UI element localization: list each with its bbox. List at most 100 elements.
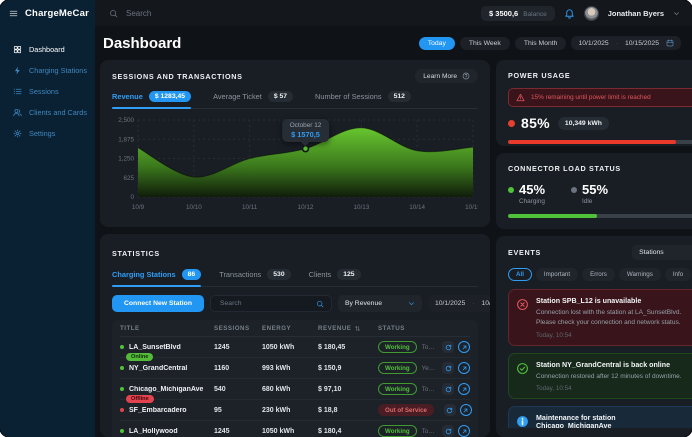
statistics-tabs: Charging Stations 86 Transactions 530 Cl…	[112, 269, 478, 287]
station-energy: 1050 kWh	[262, 343, 295, 351]
events-title: EVENTS	[508, 248, 541, 257]
station-status-badge: Working	[378, 362, 417, 374]
topbar-right: $ 3500,6 Balance Jonathan Byers	[481, 0, 692, 26]
charging-percent: 45%	[519, 182, 546, 197]
page-title: Dashboard	[103, 34, 182, 52]
tab-transactions[interactable]: Transactions 530	[219, 269, 291, 286]
station-connectivity-tag: Offline	[126, 395, 154, 403]
table-row[interactable]: Offline SF_Embarcadero 95 230 kWh $ 18,8…	[120, 395, 472, 421]
tab-clients[interactable]: Clients 125	[309, 269, 361, 286]
station-energy: 993 kWh	[262, 364, 291, 372]
chevron-down-icon	[408, 300, 415, 307]
svg-text:1,250: 1,250	[118, 156, 134, 163]
tooltip-value: $ 1570,5	[291, 129, 320, 139]
events-scope-select[interactable]: Stations	[632, 245, 692, 260]
station-sessions: 95	[214, 406, 222, 414]
tab-average-ticket[interactable]: Average Ticket $ 57	[213, 91, 294, 108]
svg-text:10/9: 10/9	[132, 204, 145, 211]
user-menu-chevron-icon[interactable]	[673, 10, 680, 17]
range-pill-this-month[interactable]: This Month	[514, 36, 567, 50]
tab-charging-stations[interactable]: Charging Stations 86	[112, 269, 202, 287]
event-filter-warnings[interactable]: Warnings	[618, 268, 661, 281]
station-sessions: 1245	[214, 427, 230, 435]
range-pill-today[interactable]: Today	[418, 36, 455, 50]
date-range-controls: Today This Week This Month 10/1/2025 · 10/…	[418, 36, 681, 50]
table-row[interactable]: LA_Hollywood 1245 1050 kWh $ 180,4 Worki…	[120, 421, 470, 437]
sessions-transactions-panel: SESSIONS AND TRANSACTIONS Learn More Rev…	[100, 60, 490, 227]
station-updated-time: Today, 7:47 AM	[421, 427, 437, 435]
sidebar-item-dashboard[interactable]: Dashboard	[0, 39, 95, 60]
tab-count-badge: 512	[387, 91, 411, 102]
station-updated-time: Today, 7:47 AM	[421, 343, 437, 351]
event-filter-all[interactable]: All	[508, 268, 532, 281]
open-station-button[interactable]	[458, 362, 470, 374]
check-circle-icon	[516, 362, 529, 375]
tab-count-badge: $ 57	[267, 91, 294, 102]
idle-percent: 55%	[582, 182, 609, 197]
svg-text:1,875: 1,875	[118, 136, 134, 143]
event-card-info[interactable]: Maintenance for station Chicago_Michigan…	[508, 406, 692, 428]
sidebar-item-settings[interactable]: Settings	[0, 123, 95, 144]
table-row[interactable]: Online NY_GrandCentral 1160 993 kWh $ 15…	[120, 353, 470, 379]
power-limit-warning: 15% remaining until power limit is reach…	[508, 88, 692, 107]
station-connectivity-tag: Online	[126, 353, 154, 361]
station-status-dot	[120, 366, 124, 370]
sort-by-select[interactable]: By Revenue	[337, 295, 422, 312]
sidebar-item-sessions[interactable]: Sessions	[0, 81, 95, 102]
open-station-button[interactable]	[458, 341, 470, 353]
station-title: LA_Hollywood	[129, 427, 178, 435]
open-station-button[interactable]	[458, 425, 470, 437]
user-name[interactable]: Jonathan Byers	[607, 8, 664, 18]
search-icon[interactable]	[316, 300, 324, 308]
table-row[interactable]: LA_SunsetBlvd 1245 1050 kWh $ 180,45 Wor…	[120, 337, 470, 358]
event-title: Maintenance for station Chicago_Michigan…	[536, 414, 616, 428]
global-search-input[interactable]	[124, 7, 344, 19]
event-body: Connection restored after 12 minutes of …	[536, 372, 682, 380]
table-row[interactable]: Chicago_MichiganAve 540 680 kWh $ 97,10 …	[120, 379, 470, 400]
connect-new-station-button[interactable]: Connect New Station	[112, 295, 204, 312]
menu-icon[interactable]	[9, 9, 18, 18]
clients-icon	[13, 108, 22, 117]
balance-pill[interactable]: $ 3500,6 Balance	[481, 5, 555, 21]
station-title: Chicago_MichiganAve	[129, 385, 204, 393]
col-revenue: REVENUE	[318, 325, 378, 332]
notifications-bell-icon[interactable]	[564, 8, 575, 19]
station-revenue: $ 180,45	[318, 343, 346, 351]
station-status-dot	[120, 408, 124, 412]
station-status-dot	[120, 387, 124, 391]
sort-icon[interactable]	[354, 325, 361, 332]
refresh-station-button[interactable]	[442, 341, 454, 353]
stations-table: TITLE SESSIONS ENERGY REVENUE STATUS LA_…	[112, 320, 478, 437]
event-filter-errors[interactable]: Errors	[582, 268, 615, 281]
open-station-button[interactable]	[459, 404, 472, 416]
header-date-range-picker[interactable]: 10/1/2025 · 10/15/2025	[571, 36, 681, 50]
station-revenue: $ 97,10	[318, 385, 342, 393]
refresh-station-button[interactable]	[442, 362, 454, 374]
event-card-error[interactable]: Station SPB_L12 is unavailable Connectio…	[508, 289, 692, 346]
refresh-station-button[interactable]	[442, 383, 454, 395]
sidebar-item-charging-stations[interactable]: Charging Stations	[0, 60, 95, 81]
power-usage-title: POWER USAGE	[508, 70, 571, 80]
tab-revenue[interactable]: Revenue $ 1283,45	[112, 91, 192, 109]
topbar-search-area	[95, 0, 481, 26]
station-sessions: 1160	[214, 364, 230, 372]
statistics-date-range-picker[interactable]: 10/1/2025 · 10/15/2025	[427, 295, 490, 312]
refresh-station-button[interactable]	[443, 404, 456, 416]
station-sessions: 1245	[214, 343, 230, 351]
open-station-button[interactable]	[458, 383, 470, 395]
balance-label: Balance	[523, 10, 547, 18]
stations-search-input[interactable]	[217, 299, 311, 308]
event-filter-info[interactable]: Info	[664, 268, 692, 281]
topbar-logo-area: ChargeMeCar	[0, 0, 95, 26]
event-filter-important[interactable]: Important	[535, 268, 579, 281]
refresh-station-button[interactable]	[442, 425, 454, 437]
event-card-success[interactable]: Station NY_GrandCentral is back online C…	[508, 352, 692, 400]
events-scope-value: Stations	[639, 249, 664, 256]
warning-triangle-icon	[516, 93, 525, 102]
tab-number-of-sessions[interactable]: Number of Sessions 512	[315, 91, 411, 108]
learn-more-button[interactable]: Learn More	[415, 69, 478, 83]
user-avatar[interactable]	[583, 5, 599, 21]
sidebar-item-clients-and-cards[interactable]: Clients and Cards	[0, 102, 95, 123]
range-pill-this-week[interactable]: This Week	[459, 36, 510, 50]
statistics-controls: Connect New Station By Revenue 10/1/2025	[112, 295, 490, 312]
